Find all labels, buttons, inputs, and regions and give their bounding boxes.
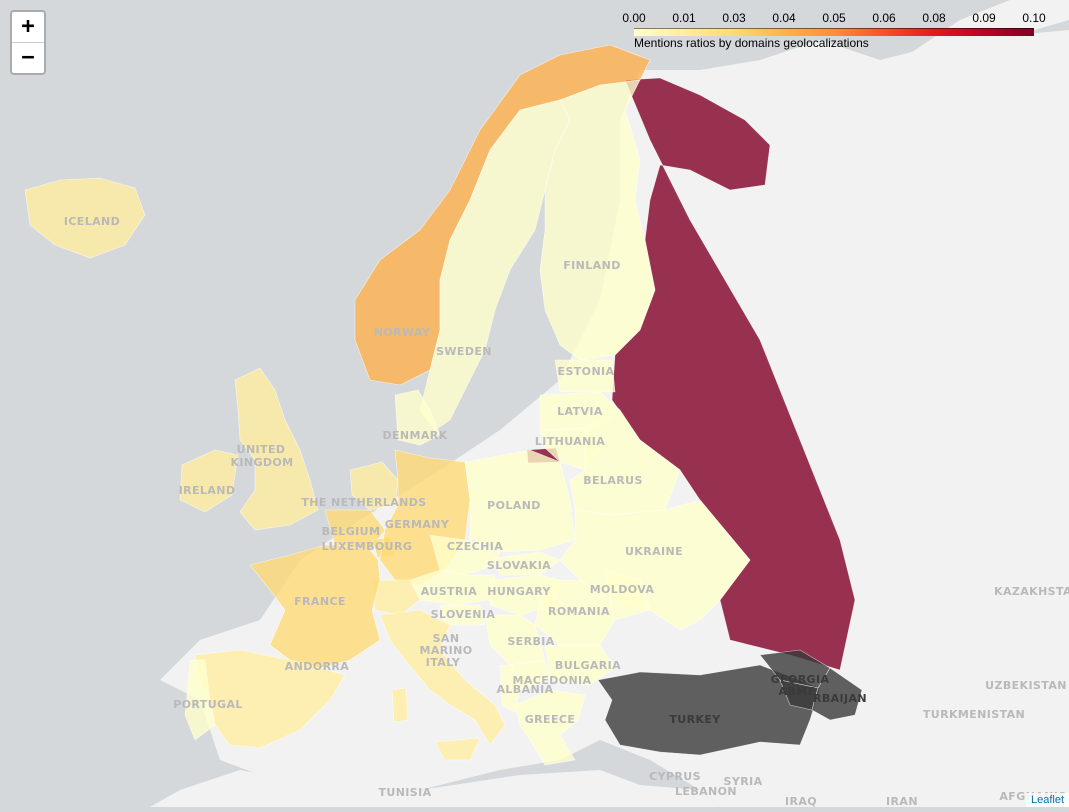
legend-tick-label: 0.03 [722,11,746,25]
label-slovenia: SLOVENIA [431,608,496,621]
legend-color-bar [634,28,1034,36]
label-romania: ROMANIA [548,605,610,618]
label-latvia: LATVIA [557,405,603,418]
label-iraq: IRAQ [785,795,817,807]
map-attribution: Leaflet [1025,793,1069,807]
label-andorra: ANDORRA [285,660,350,673]
label-uk-2: KINGDOM [230,456,293,469]
label-france: FRANCE [294,595,346,608]
country-uk[interactable] [234,367,319,531]
legend-tick-label: 0.05 [822,11,846,25]
legend-tick-label: 0.00 [622,11,646,25]
country-turkey[interactable] [597,664,821,756]
country-ireland[interactable] [179,449,239,513]
country-greece[interactable] [514,689,586,766]
label-sweden: SWEDEN [436,345,492,358]
country-poland[interactable] [464,449,576,553]
country-azerbaijan[interactable] [811,667,863,721]
choropleth-layer [24,44,863,766]
country-slovenia[interactable] [439,604,486,626]
label-austria: AUSTRIA [421,585,477,598]
country-russia[interactable] [611,77,856,671]
country-bulgaria[interactable] [544,644,616,686]
country-iceland[interactable] [24,177,146,259]
country-italy[interactable] [379,609,506,746]
label-san-marino-1: SAN [433,632,460,645]
country-italy-sicily[interactable] [434,737,481,761]
country-ukraine[interactable] [559,499,751,631]
label-italy: ITALY [426,656,461,669]
country-moldova[interactable] [604,569,651,621]
label-lebanon: LEBANON [675,785,737,798]
legend-tick-label: 0.09 [972,11,996,25]
label-belgium: BELGIUM [322,525,381,538]
label-luxembourg: LUXEMBOURG [322,540,413,553]
country-denmark[interactable] [394,389,441,446]
color-legend: 0.00 0.01 0.03 0.04 0.05 0.06 0.08 0.09 0.10 Men… [620,10,1045,54]
label-albania: ALBANIA [496,683,553,696]
leaflet-link[interactable]: Leaflet [1030,794,1064,806]
country-switzerland[interactable] [371,579,421,616]
country-labels: ICELAND NORWAY SWEDEN FINLAND ESTONIA LA… [64,215,1069,808]
label-portugal: PORTUGAL [173,698,243,711]
label-moldova: MOLDOVA [590,583,655,596]
legend-tick-label: 0.06 [872,11,896,25]
country-netherlands[interactable] [349,461,399,511]
label-georgia: GEORGIA [771,673,830,686]
legend-tick-label: 0.10 [1022,11,1046,25]
label-macedonia: MACEDONIA [513,674,592,687]
label-armenia: ARME [778,685,815,698]
legend-caption: Mentions ratios by domains geolocalizati… [634,36,869,50]
label-ireland: IRELAND [179,484,236,497]
label-lithuania: LITHUANIA [535,435,605,448]
legend-ticks: 0.00 0.01 0.03 0.04 0.05 0.06 0.08 0.09 0.10 [620,10,1045,26]
label-tunisia: TUNISIA [378,786,431,799]
label-slovakia: SLOVAKIA [487,559,551,572]
label-bulgaria: BULGARIA [555,659,621,672]
label-czechia: CZECHIA [447,540,503,553]
label-turkey: TURKEY [669,713,721,726]
country-albania[interactable] [499,664,521,713]
legend-tick-label: 0.04 [772,11,796,25]
country-slovakia[interactable] [494,551,561,576]
label-poland: POLAND [487,499,541,512]
label-norway: NORWAY [374,326,431,339]
label-iceland: ICELAND [64,215,120,228]
label-estonia: ESTONIA [558,365,615,378]
label-san-marino-2: MARINO [420,644,473,657]
country-france[interactable] [249,544,381,669]
legend-tick-label: 0.08 [922,11,946,25]
country-portugal[interactable] [184,659,216,741]
label-uzbekistan: UZBEKISTAN [985,679,1067,692]
label-belarus: BELARUS [583,474,643,487]
country-finland[interactable] [539,79,656,361]
label-syria: SYRIA [724,775,763,788]
zoom-out-button[interactable]: − [12,42,44,73]
country-italy-sardinia[interactable] [391,687,409,723]
label-serbia: SERBIA [507,635,554,648]
label-ukraine: UKRAINE [625,545,683,558]
label-azerbaijan: RBAIJAN [813,692,867,705]
label-germany: GERMANY [385,518,450,531]
label-uk-1: UNITED [237,443,286,456]
label-denmark: DENMARK [382,429,447,442]
label-netherlands: THE NETHERLANDS [301,496,426,509]
label-kazakhstan: KAZAKHSTA [994,585,1069,598]
label-hungary: HUNGARY [487,585,551,598]
basemap-africa [150,770,720,807]
label-turkmenistan: TURKMENISTAN [923,708,1025,721]
label-greece: GREECE [525,713,576,726]
zoom-control: + − [10,10,46,75]
label-cyprus: CYPRUS [649,770,701,783]
label-finland: FINLAND [563,259,620,272]
legend-tick-label: 0.01 [672,11,696,25]
zoom-in-button[interactable]: + [21,14,35,39]
label-iran: IRAN [886,795,918,807]
country-estonia[interactable] [554,359,616,393]
